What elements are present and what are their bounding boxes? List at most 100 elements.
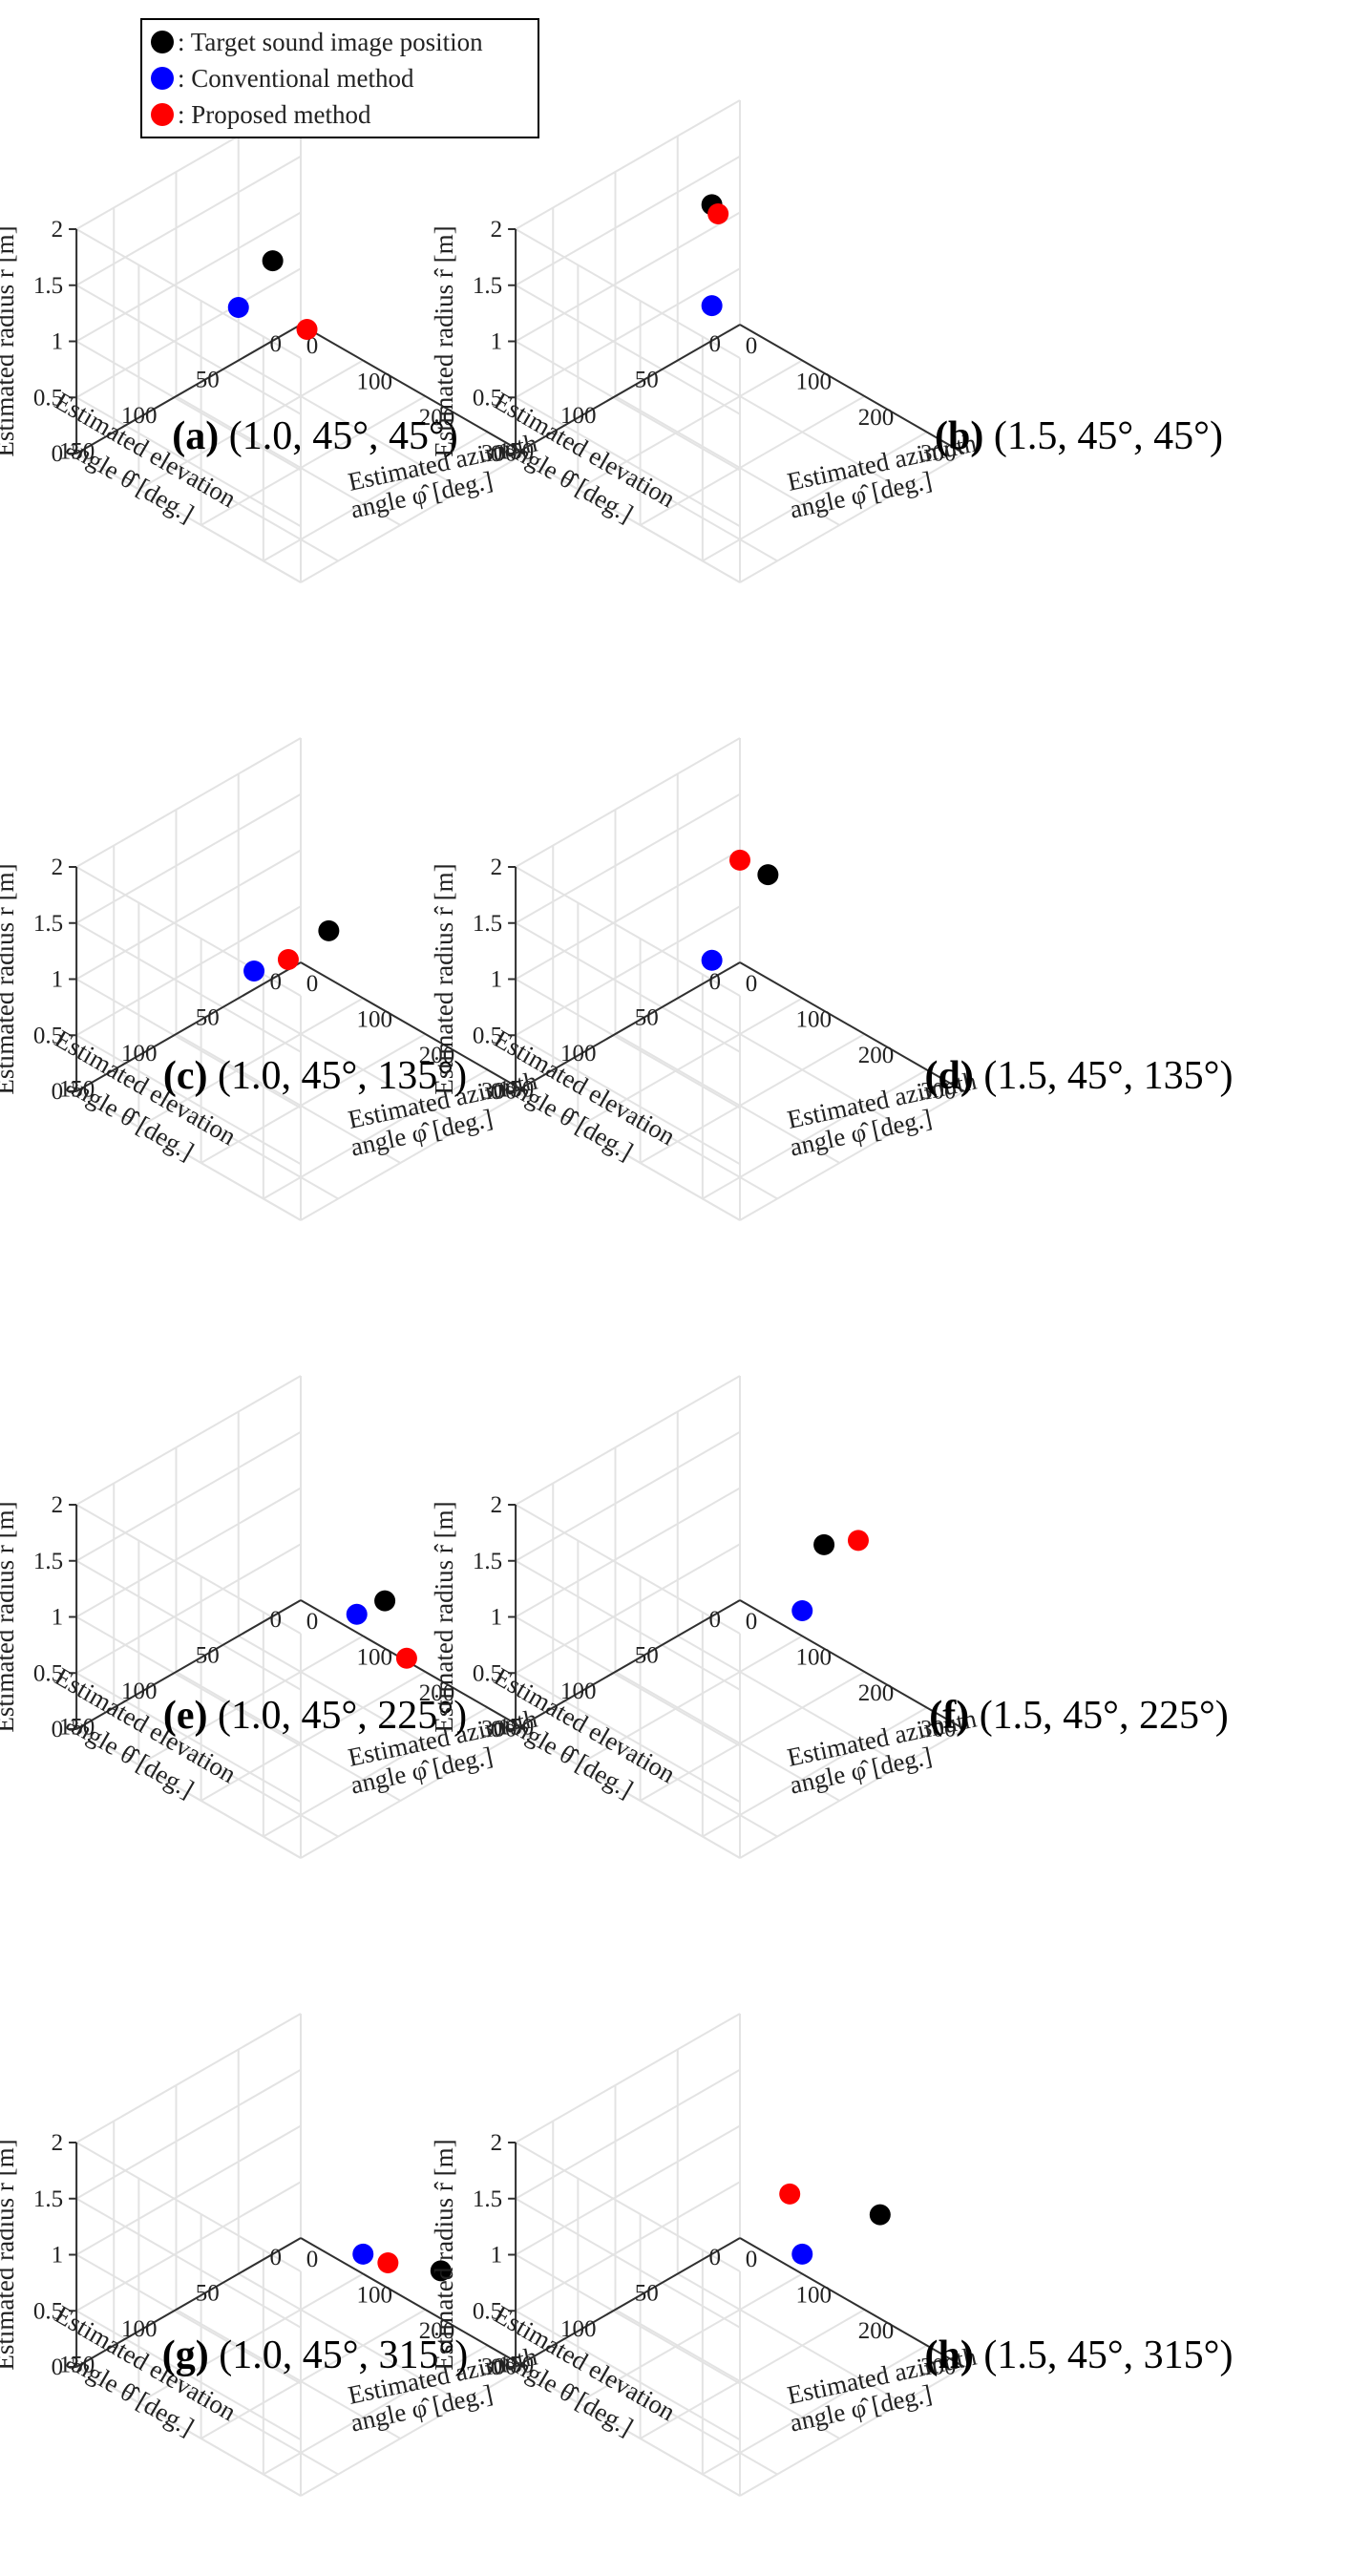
elevation-tick-label: 150 (59, 1077, 95, 1103)
caption: (e) (1.0, 45°, 225°) (163, 1694, 467, 1738)
grid-line (515, 866, 741, 997)
radius-tick-label: 1 (52, 967, 64, 993)
grid-line (515, 1430, 741, 1562)
azimuth-tick-label: 200 (419, 2318, 455, 2344)
grid-line (515, 211, 741, 343)
radius-tick-label: 1.5 (473, 911, 502, 937)
elevation-tick-label: 50 (196, 368, 220, 393)
azimuth-axis-line (739, 961, 965, 1092)
radius-axis-label: Estimated radius r̂ [m] (430, 2139, 458, 2370)
elevation-axis-line (515, 961, 741, 1092)
azimuth-tick-label: 300 (920, 441, 957, 467)
data-point (701, 295, 723, 317)
elevation-tick-label: 100 (121, 1041, 158, 1066)
elevation-tick-label: 150 (498, 439, 535, 465)
grid-line (515, 228, 741, 359)
grid-line (300, 453, 526, 583)
elevation-tick-label: 50 (635, 1005, 659, 1031)
azimuth-axis-line (300, 961, 526, 1092)
data-point (869, 2204, 891, 2226)
elevation-tick-label: 50 (635, 368, 659, 393)
elevation-tick-label: 100 (121, 403, 158, 429)
grid (515, 737, 965, 1221)
grid-line (75, 1375, 302, 1506)
elevation-tick-label: 150 (59, 1715, 95, 1741)
radius-tick-label: 2 (52, 217, 64, 243)
radius-tick-label: 0.5 (33, 385, 63, 411)
grid-line (200, 1033, 426, 1164)
radius-tick-label: 1.5 (473, 1549, 502, 1574)
azimuth-tick-label: 100 (357, 370, 393, 395)
data-point (262, 250, 284, 272)
caption-value: (1.0, 45°, 45°) (219, 414, 458, 458)
data-point (352, 2243, 374, 2265)
azimuth-axis-line (300, 324, 526, 454)
radius-tick-label: 0.5 (473, 385, 502, 411)
grid (515, 2013, 965, 2497)
radius-tick-label: 0.5 (33, 1023, 63, 1048)
elevation-tick-label: 50 (196, 2281, 220, 2307)
azimuth-tick-label: 0 (306, 333, 319, 359)
azimuth-tick-label: 200 (858, 405, 895, 431)
data-point (346, 1603, 368, 1625)
caption: (a) (1.0, 45°, 45°) (172, 414, 458, 458)
radius-axis-label: Estimated radius r̂ [m] (0, 225, 19, 456)
elevation-tick-label: 150 (59, 439, 95, 465)
grid-line (515, 978, 741, 1109)
azimuth-tick-label: 200 (858, 2318, 895, 2344)
grid (515, 1375, 965, 1859)
grid-line (75, 211, 302, 343)
radius-tick-label: 1 (491, 1605, 503, 1631)
elevation-tick-label: 0 (709, 331, 722, 357)
elevation-tick-label: 0 (709, 969, 722, 995)
radius-tick-label: 0 (52, 1079, 64, 1105)
radius-tick-label: 0.5 (473, 1023, 502, 1048)
radius-tick-label: 2 (491, 1492, 503, 1518)
azimuth-tick-label: 100 (357, 1007, 393, 1033)
radius-tick-label: 1.5 (33, 1549, 63, 1574)
data-point (318, 919, 340, 941)
data-point (779, 2183, 801, 2205)
radius-tick-label: 0.5 (33, 2298, 63, 2324)
radius-axis-label: Estimated radius r̂ [m] (430, 1501, 458, 1732)
grid-line (640, 1671, 865, 1802)
elevation-tick-label: 50 (196, 1643, 220, 1669)
radius-tick-label: 0 (491, 2354, 503, 2380)
grid-line (577, 359, 803, 491)
elevation-tick-label: 0 (709, 2245, 722, 2270)
grid-line (577, 997, 803, 1129)
data-point (701, 949, 723, 971)
data-points (701, 194, 729, 317)
grid-line (75, 1543, 302, 1675)
data-point (243, 961, 265, 982)
caption-value: (1.0, 45°, 315°) (209, 2333, 469, 2377)
data-points (346, 1590, 417, 1669)
caption-letter: (g) (162, 2333, 209, 2377)
data-points (701, 849, 779, 971)
grid (515, 99, 965, 583)
grid-line (200, 1671, 426, 1802)
caption-letter: (a) (172, 414, 219, 458)
grid-line (577, 2272, 803, 2404)
grid-line (515, 737, 741, 868)
legend-marker-proposed (151, 103, 174, 126)
azimuth-tick-label: 0 (746, 333, 758, 359)
caption-letter: (d) (925, 1054, 974, 1098)
radius-tick-label: 2 (52, 2130, 64, 2156)
legend-marker-conventional (151, 67, 174, 90)
azimuth-tick-label: 0 (746, 1609, 758, 1635)
data-point (395, 1647, 417, 1669)
data-point (296, 319, 318, 340)
grid-line (640, 1033, 865, 1164)
data-point (227, 297, 249, 318)
radius-tick-label: 1 (52, 2243, 64, 2269)
elevation-tick-label: 100 (560, 2316, 597, 2342)
elevation-tick-label: 0 (270, 969, 283, 995)
elevation-axis-line (515, 2237, 741, 2368)
radius-tick-label: 1 (52, 329, 64, 355)
grid-line (75, 866, 302, 997)
